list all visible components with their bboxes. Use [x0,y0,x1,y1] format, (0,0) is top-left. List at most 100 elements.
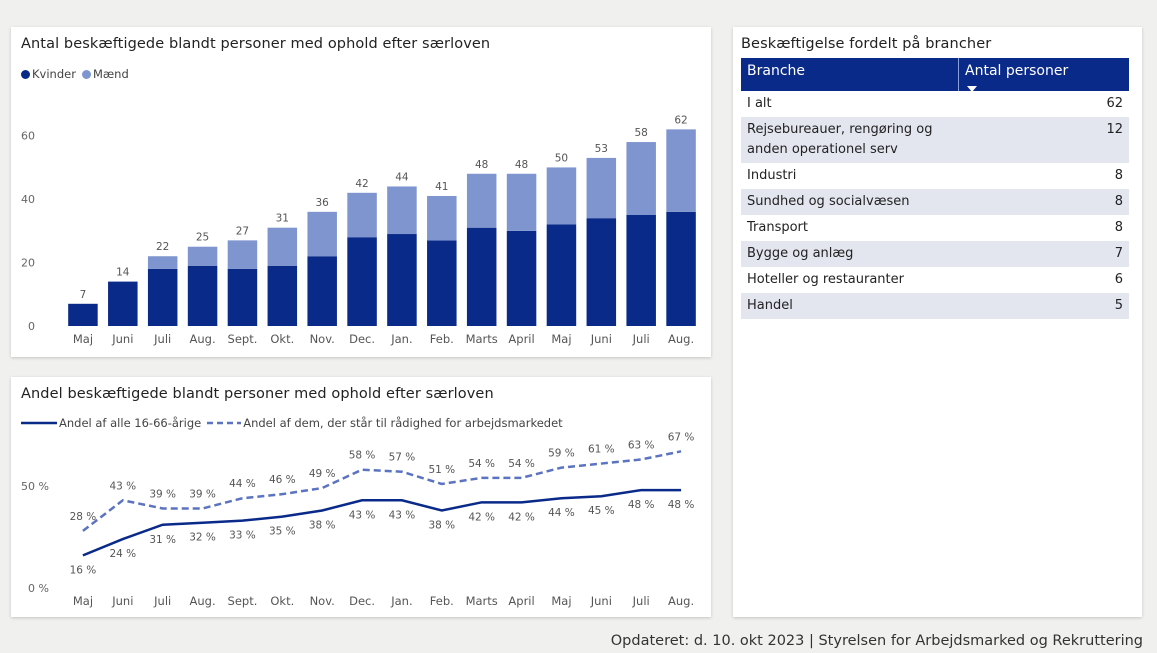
bar-maend[interactable] [506,173,537,231]
data-label-alle: 48 % [628,499,655,511]
bar-kvinder[interactable] [466,227,497,326]
bar-total-label: 25 [196,232,209,244]
bar-kvinder[interactable] [626,215,656,326]
bar-kvinder[interactable] [68,303,98,326]
data-label-alle: 38 % [428,519,455,531]
bar-maend[interactable] [347,192,377,238]
bar-total-label: 50 [555,152,568,164]
legend-item-raadighed[interactable]: Andel af dem, der står til rådighed for … [207,416,563,430]
table-title: Beskæftigelse fordelt på brancher [741,36,992,52]
table-row[interactable]: Bygge og anlæg 7 [741,241,1129,267]
data-label-raadighed: 54 % [508,458,535,470]
line-series-alle[interactable] [82,488,682,557]
data-label-raadighed: 28 % [70,511,97,523]
legend-item-kvinder[interactable]: Kvinder [21,67,76,81]
legend-dot-maend [81,69,91,79]
x-tick-label: Marts [466,332,498,346]
data-label-raadighed: 44 % [229,478,256,490]
branche-cell: Rejsebureauer, rengøring og anden operat… [741,117,959,163]
x-tick-label: Aug. [668,594,694,608]
bar-kvinder[interactable] [427,240,457,326]
antal-cell: 8 [1114,168,1123,183]
bar-maend[interactable] [626,142,656,215]
legend-dot-kvinder [21,69,30,79]
data-label-alle: 16 % [70,564,97,576]
data-label-alle: 24 % [109,548,136,560]
x-tick-label: Sept. [228,594,258,608]
bar-maend[interactable] [387,186,417,235]
bar-total-label: 58 [635,127,648,139]
bar-total-label: 62 [674,114,687,126]
bar-maend[interactable] [666,129,696,212]
data-label-alle: 31 % [149,534,176,546]
x-tick-label: Dec. [349,332,375,346]
branche-cell: Hoteller og restauranter [747,272,904,287]
bar-total-label: 53 [595,143,608,155]
bar-total-label: 48 [475,159,488,171]
column-header-branche[interactable]: Branche [741,58,959,91]
bar-kvinder[interactable] [307,256,337,326]
bar-kvinder[interactable] [187,265,218,326]
line-chart-title: Andel beskæftigede blandt personer med o… [21,386,494,402]
branche-cell: Bygge og anlæg [741,241,959,267]
antal-cell: 6 [1114,272,1123,287]
bar-kvinder[interactable] [108,281,138,326]
bar-maend[interactable] [307,211,337,257]
x-tick-label: Feb. [430,594,454,608]
x-tick-label: Feb. [430,332,454,346]
x-tick-label: Maj [73,332,93,346]
data-label-raadighed: 39 % [149,488,176,500]
bar-kvinder[interactable] [586,218,617,326]
bar-maend[interactable] [546,167,577,225]
line-series-raadighed[interactable] [82,450,682,532]
table-row[interactable]: Rejsebureauer, rengøring og anden operat… [741,117,1129,163]
bar-total-label: 41 [435,181,448,193]
bar-chart-plot: 0 20 40 60 7 Maj 14 Juni 22 Juli 25 Aug. 27 Sept. 31 Ok… [21,114,696,346]
branche-cell: Handel [741,293,959,319]
x-tick-label: Nov. [310,594,335,608]
table-row[interactable]: Transport 8 [741,215,1129,241]
bar-maend[interactable] [466,173,497,228]
data-label-raadighed: 54 % [468,458,495,470]
bar-kvinder[interactable] [666,211,696,326]
bar-kvinder[interactable] [267,265,298,326]
table-panel: Beskæftigelse fordelt på brancher Branch… [733,27,1142,617]
bar-kvinder[interactable] [347,237,377,326]
table-row[interactable]: I alt 62 [741,91,1129,117]
table-row[interactable]: Handel 5 [741,293,1129,319]
bar-chart-panel: Antal beskæftigede blandt personer med o… [11,27,711,357]
table-row[interactable]: Hoteller og restauranter 6 [741,267,1129,293]
data-label-alle: 45 % [588,505,615,517]
data-label-raadighed: 49 % [309,468,336,480]
bar-kvinder[interactable] [506,230,537,326]
bar-total-label: 14 [116,267,130,279]
legend-item-alle[interactable]: Andel af alle 16-66-årige [21,416,201,430]
bar-maend[interactable] [147,256,178,269]
bar-kvinder[interactable] [227,268,258,326]
bar-chart-legend: Kvinder Mænd [21,67,135,81]
bar-kvinder[interactable] [387,234,417,326]
legend-label-maend: Mænd [92,67,129,81]
bar-maend[interactable] [267,227,298,266]
y-tick-label: 50 % [21,480,49,493]
data-label-alle: 43 % [349,509,376,521]
bar-maend[interactable] [227,240,258,269]
legend-label-kvinder: Kvinder [32,67,76,81]
table-row[interactable]: Sundhed og socialvæsen 8 [741,189,1129,215]
legend-label-raadighed: Andel af dem, der står til rådighed for … [243,416,563,430]
table-body: I alt 62 Rejsebureauer, rengøring og anden… [741,91,1129,319]
bar-maend[interactable] [586,157,617,219]
column-header-antal[interactable]: Antal personer [958,58,1129,92]
branche-cell: I alt [747,96,772,111]
bar-kvinder[interactable] [546,224,577,326]
data-label-raadighed: 59 % [548,448,575,460]
bar-maend[interactable] [427,195,457,241]
legend-item-maend[interactable]: Mænd [81,67,129,81]
sort-desc-icon [967,86,977,92]
x-tick-label: Juli [153,594,171,608]
y-tick-label: 20 [21,257,35,270]
legend-line-dashed [207,421,242,425]
bar-maend[interactable] [187,246,218,266]
table-row[interactable]: Industri 8 [741,163,1129,189]
bar-kvinder[interactable] [147,268,178,326]
